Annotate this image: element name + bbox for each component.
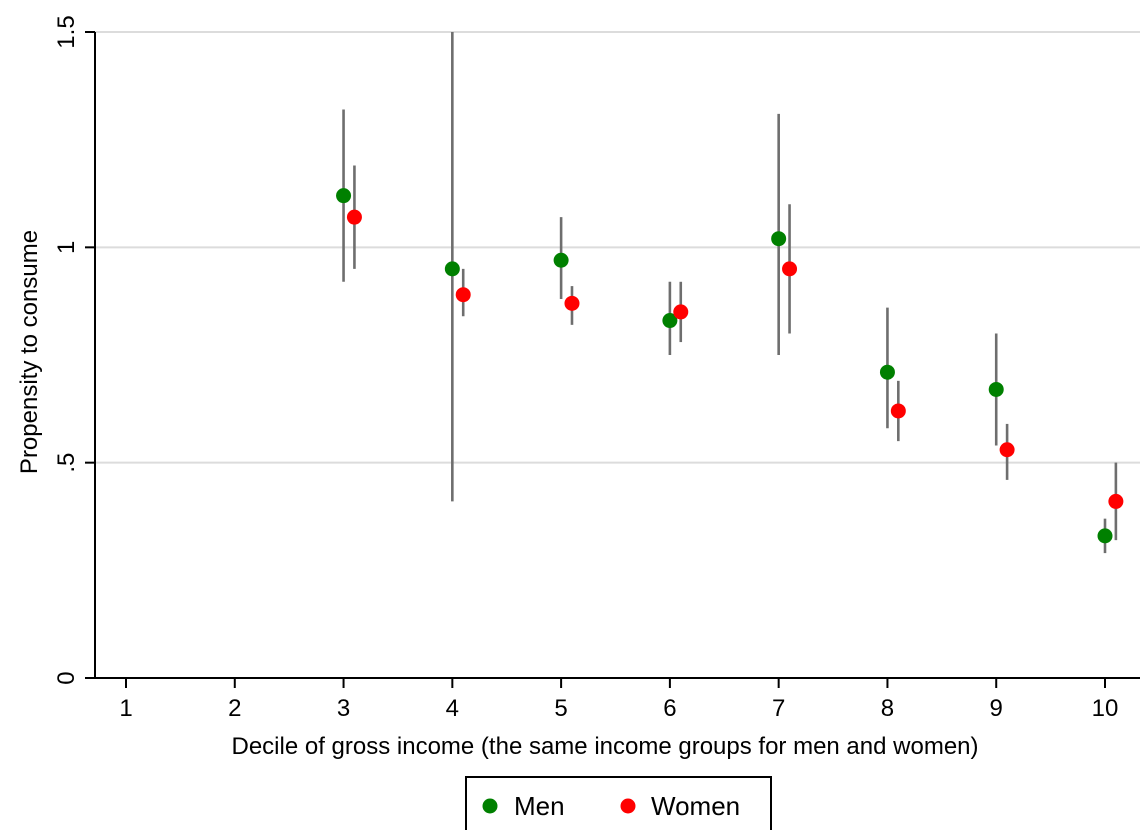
point-men-1 — [444, 261, 460, 277]
point-men-5 — [879, 364, 895, 380]
point-women-4 — [782, 261, 798, 277]
point-women-3 — [673, 304, 689, 320]
x-tick-label-9: 10 — [1092, 695, 1119, 722]
x-tick-label-5: 6 — [663, 695, 676, 722]
legend-marker-women — [620, 798, 636, 814]
legend-marker-men — [482, 798, 498, 814]
point-women-6 — [999, 442, 1015, 458]
series-men — [336, 32, 1113, 554]
point-men-0 — [336, 188, 352, 204]
x-tick-label-7: 8 — [881, 695, 894, 722]
series-women — [346, 165, 1124, 541]
y-tick-label-1: .5 — [53, 453, 80, 473]
legend-label-men: Men — [514, 791, 565, 821]
point-women-2 — [564, 295, 580, 311]
point-women-0 — [346, 209, 362, 225]
legend-label-women: Women — [651, 791, 740, 821]
point-men-6 — [988, 381, 1004, 397]
point-women-1 — [455, 287, 471, 303]
x-tick-label-8: 9 — [990, 695, 1003, 722]
x-tick-label-6: 7 — [772, 695, 785, 722]
x-tick-label-4: 5 — [554, 695, 567, 722]
x-tick-label-2: 3 — [337, 695, 350, 722]
point-men-3 — [662, 313, 678, 329]
y-tick-label-0: 0 — [53, 671, 80, 684]
legend: Men Women — [465, 776, 772, 830]
x-tick-label-3: 4 — [446, 695, 459, 722]
y-tick-label-3: 1.5 — [53, 15, 80, 48]
x-tick-label-0: 1 — [119, 695, 132, 722]
y-axis-title: Propensity to consume — [16, 230, 43, 474]
point-men-4 — [771, 231, 787, 247]
point-women-5 — [890, 403, 906, 419]
legend-box — [465, 776, 772, 830]
point-women-7 — [1108, 493, 1124, 509]
point-men-2 — [553, 252, 569, 268]
point-men-7 — [1097, 528, 1113, 544]
x-axis-title: Decile of gross income (the same income … — [232, 733, 979, 760]
y-tick-label-2: 1 — [53, 241, 80, 254]
x-tick-label-1: 2 — [228, 695, 241, 722]
